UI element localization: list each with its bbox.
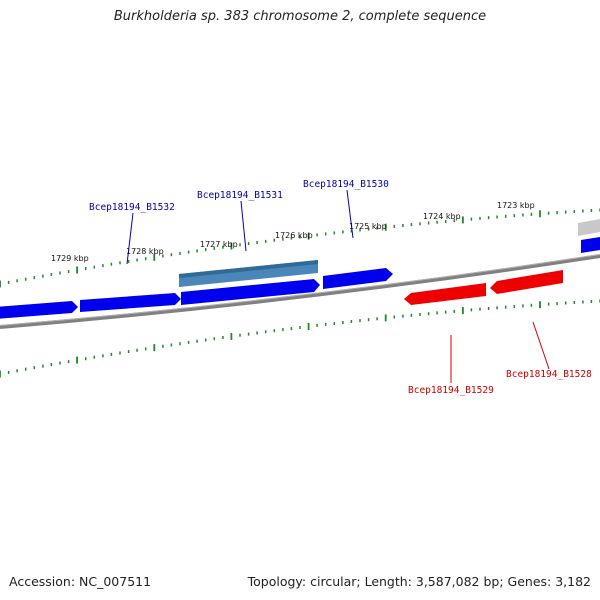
gene-forward[interactable] xyxy=(80,293,181,312)
accession-text: Accession: NC_007511 xyxy=(9,574,152,589)
gene-label[interactable]: Bcep18194_B1532 xyxy=(89,202,175,213)
gene-label[interactable]: Bcep18194_B1531 xyxy=(197,190,283,201)
gene-label[interactable]: Bcep18194_B1530 xyxy=(303,179,389,190)
reverse-genes xyxy=(404,270,563,305)
forward-genes xyxy=(0,219,600,319)
gene-labels: Bcep18194_B1532 Bcep18194_B1531 Bcep1819… xyxy=(89,179,592,396)
topology-summary: Topology: circular; Length: 3,587,082 bp… xyxy=(247,574,591,589)
tick-label: 1723 kbp xyxy=(497,201,535,210)
gene-forward[interactable] xyxy=(0,301,78,319)
outer-ticks xyxy=(0,208,600,288)
gene-forward[interactable] xyxy=(181,279,320,305)
tick-label: 1728 kbp xyxy=(126,247,164,256)
gene-grey[interactable] xyxy=(578,219,600,236)
gene-reverse[interactable] xyxy=(404,283,486,305)
label-leaders xyxy=(126,189,550,383)
tick-label: 1724 kbp xyxy=(423,212,461,221)
gene-forward[interactable] xyxy=(323,268,393,289)
chromosome-backbone xyxy=(0,254,600,329)
map-title: Burkholderia sp. 383 chromosome 2, compl… xyxy=(113,9,487,24)
inner-ticks xyxy=(0,299,600,378)
gene-reverse[interactable] xyxy=(490,270,563,294)
tick-label: 1726 kbp xyxy=(275,231,313,240)
tick-label: 1727 kbp xyxy=(200,240,238,249)
tick-label: 1729 kbp xyxy=(51,254,89,263)
tick-label: 1725 kbp xyxy=(349,222,387,231)
tick-labels: 1729 kbp 1728 kbp 1727 kbp 1726 kbp 1725… xyxy=(51,201,535,263)
gene-forward[interactable] xyxy=(581,237,600,253)
gene-label[interactable]: Bcep18194_B1529 xyxy=(408,385,494,396)
gene-label[interactable]: Bcep18194_B1528 xyxy=(506,369,592,380)
